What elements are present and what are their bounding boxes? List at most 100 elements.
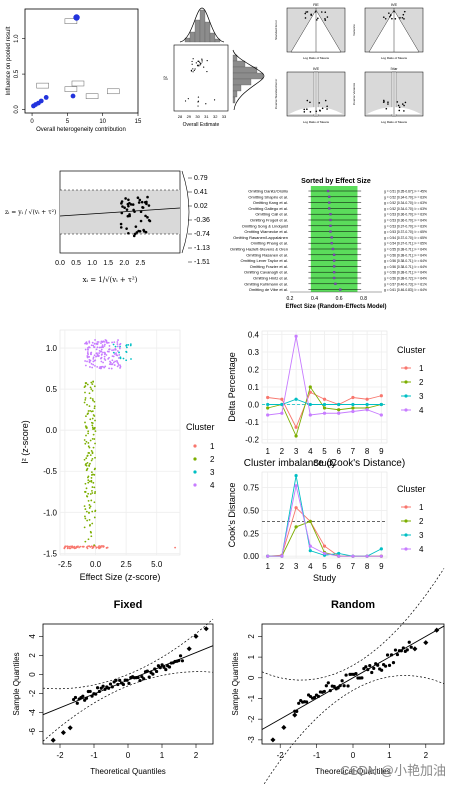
funnel-study-point [306,11,309,13]
delta-series-1-point [280,397,284,401]
cluster-4-point [103,355,106,358]
cluster-1-point [85,546,88,549]
x-tick-label-a: 15 [135,119,142,125]
qq-random-y-tick-label: 2 [247,634,256,639]
legend-swatch-f [193,444,197,448]
forest-annotation: g = 0.54 [0.37-0.71]; I² = 65% [384,242,427,246]
qq-random-y-axis-label: Sample Quantiles [231,652,240,715]
forest-study-label: Omitting Kang et al. [253,200,288,205]
qq-fixed-sample-point [162,665,166,669]
qq-fixed-x-axis-label: Theoretical Quantiles [90,767,166,776]
qq-random-x-tick-label: 1 [387,751,392,760]
forest-study-label: Omitting Warnecke et al. [244,229,288,234]
plot-frame-a [24,8,139,114]
cluster-4-point [103,366,106,369]
qq-fixed-sample-point [108,682,113,686]
galbraith-point [135,231,139,234]
cluster-1-point [69,547,72,550]
cooks-y-tick-label: 0.00 [243,552,259,561]
qq-random-sample-point [385,653,390,657]
qq-fixed-tail-point [67,725,73,731]
qq-random-sample-point [312,695,317,700]
cluster-4-point [101,344,104,347]
qq-random-x-tick-label: 0 [351,751,356,760]
galbraith-point [138,230,142,233]
funnel-panel-title: IVE [313,66,320,71]
cluster-4-point [107,357,110,360]
delta-series-4-point [266,413,270,417]
delta-y-tick-label: 0.2 [248,366,260,375]
delta-series-3-point [294,397,298,401]
qq-fixed-sample-point [160,663,164,667]
cluster-2-point [91,389,94,392]
delta-series-3-point [365,402,369,407]
cluster-4-point [116,354,119,357]
cluster-3-point [129,343,132,345]
cluster-2-point [94,442,96,445]
qq-fixed-y-tick-label: 4 [28,634,37,639]
funnel-study-point [315,110,318,113]
cluster-2-point [93,415,96,417]
cluster-2-point [89,454,92,456]
qq-random-sample-point [376,663,380,667]
cluster-2-point [88,511,90,514]
funnel-study-point [316,19,318,21]
galbraith-point [132,208,135,212]
cooks-series-2-point [294,525,298,529]
qq-random-sample-point [316,694,321,698]
cluster-2-point [92,481,95,484]
funnel-study-point [303,108,306,111]
x-axis-label-d: xᵢ = 1/√(vᵢ + τ²) [83,276,138,284]
cluster-2-point [93,473,96,476]
galbraith-point [129,203,133,206]
cluster-2-point [91,398,94,400]
gosh-point [201,58,203,60]
study-label-box [36,82,49,89]
x-tick-label-d: 0.5 [71,260,81,267]
cooks-x-tick-label: 8 [365,562,370,571]
funnel-study-point [303,111,306,113]
forest-annotation: g = 0.56 [0.38-0.71]; I² = 64% [384,253,427,257]
funnel-x-label: Log Ratio of Means [381,120,408,124]
cluster-4-point [103,345,106,347]
qq-random-sample-point [395,652,400,657]
cooks-x-tick-label: 5 [322,562,327,571]
cluster-2-point [93,426,96,429]
cluster-4-point [84,360,87,362]
delta-x-tick-label: 6 [336,447,341,456]
galbraith-point [125,208,129,211]
cluster-2-point [87,432,90,435]
funnel-study-point [388,12,390,14]
cluster-2-point [87,445,90,448]
x-tick-label-b: 30 [195,114,200,119]
funnel-study-point [309,101,311,104]
cluster-4-point [116,343,119,345]
cluster-2-point [91,489,93,492]
cluster-2-point [90,450,93,452]
cluster-4-point [92,360,95,363]
gosh-point [197,60,200,62]
cooks-series-4-point [379,554,383,558]
forest-annotation: g = 0.56 [0.38-0.71]; I² = 64% [384,259,427,263]
study-label-box [64,86,78,92]
cluster-2-point [85,495,88,497]
cluster-2-point [90,471,93,474]
funnel-study-point [326,16,329,18]
cluster-2-point [93,385,96,388]
delta-series-1-point [266,395,270,400]
cluster-3-point [119,356,122,359]
cooks-series-3-point [337,551,341,556]
cluster-2-point [92,446,95,449]
cluster-4-point [118,353,121,356]
cluster-4-point [90,362,93,365]
pooled-ci-band [310,186,358,292]
funnel-study-point [387,101,389,103]
cluster-4-point [88,361,91,364]
qq-fixed-sample-point [136,675,140,680]
galbraith-point [146,216,149,219]
gosh-point [191,60,193,63]
x-tick-label-b: 31 [204,114,209,119]
delta-legend-swatch [404,366,408,370]
cluster-4-point [117,339,119,341]
